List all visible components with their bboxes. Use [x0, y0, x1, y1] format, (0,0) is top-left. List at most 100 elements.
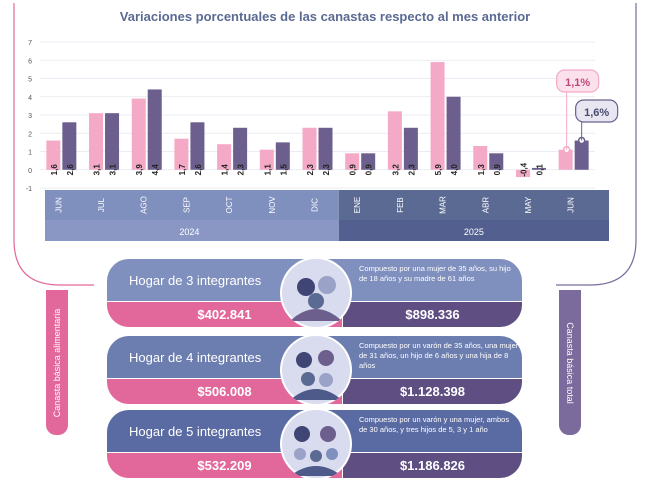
bar-cba	[259, 149, 274, 170]
y-tick-label: 6	[28, 58, 32, 65]
bar-value-label: 0,9	[349, 164, 358, 176]
bar-value-label: 0,9	[493, 164, 502, 176]
bar-cba	[430, 62, 445, 170]
year-band-2025	[338, 220, 609, 241]
bar-cbt	[318, 127, 333, 170]
bar-cba	[558, 149, 573, 170]
household-card-5: Hogar de 5 integrantes Compuesto por un …	[107, 408, 522, 480]
bar-value-label: 3,2	[391, 164, 400, 176]
household-label: Hogar de 4 integrantes	[129, 350, 262, 365]
bar-value-label: 1,3	[477, 164, 486, 176]
x-tick-label: SEP	[182, 197, 191, 213]
bar-cba	[46, 140, 61, 170]
cbt-side-label: Canasta básica total	[559, 290, 581, 435]
chart-frame	[13, 3, 94, 286]
bar-value-label: 1,6	[50, 164, 59, 176]
y-tick-label: 7	[28, 40, 32, 47]
household-card-4: Hogar de 4 integrantes Compuesto por un …	[107, 334, 522, 406]
bar-cba	[217, 144, 232, 170]
bar-cba	[387, 111, 402, 170]
bar-cbt	[147, 89, 162, 170]
callout-box-cba	[556, 69, 600, 93]
cbt-value: $898.336	[343, 302, 522, 327]
bar-value-label: 5,9	[434, 164, 443, 176]
x-tick-label: OCT	[225, 196, 234, 213]
bar-cbt	[446, 96, 461, 170]
bar-cba	[89, 113, 104, 170]
bar-value-label: 2,6	[194, 164, 203, 176]
bar-cbt	[275, 142, 290, 170]
bar-value-label: 1,7	[178, 164, 187, 176]
cba-side-text: Canasta básica alimentaria	[52, 308, 62, 417]
bar-cba	[302, 127, 317, 170]
bar-cbt	[190, 122, 205, 170]
bar-value-label: 3,1	[93, 164, 102, 176]
callout-value-cbt: 1,6%	[584, 107, 609, 119]
cbt-value: $1.186.826	[343, 453, 522, 478]
bar-value-label: 2,3	[237, 164, 246, 176]
cbt-value: $1.128.398	[343, 379, 522, 404]
year-label-2025: 2025	[464, 227, 484, 237]
y-tick-label: 0	[28, 168, 32, 175]
chart-frame-right	[556, 3, 637, 286]
x-band-2025	[338, 190, 609, 220]
cba-side-label: Canasta básica alimentaria	[46, 290, 68, 435]
bar-cba	[515, 169, 530, 178]
x-tick-label: AGO	[140, 196, 149, 214]
bar-value-label: -0,4	[519, 162, 528, 176]
bar-cba	[131, 98, 146, 170]
bar-value-label: 2,3	[322, 164, 331, 176]
bar-cbt	[489, 153, 504, 170]
x-tick-label: JUN	[54, 197, 63, 213]
x-tick-label: FEB	[396, 197, 405, 213]
bar-cbt	[361, 153, 376, 170]
bar-value-label: 0,9	[365, 164, 374, 176]
bar-value-label: 1,1	[263, 164, 272, 176]
family-illustration-icon	[280, 334, 352, 406]
x-tick-label: JUL	[97, 197, 106, 212]
bar-cbt	[62, 122, 77, 170]
y-tick-label: 5	[28, 77, 32, 84]
y-tick-label: 4	[28, 95, 32, 102]
x-tick-label: JUN	[567, 197, 576, 213]
bar-cbt	[574, 140, 589, 170]
bar-cbt	[403, 127, 418, 170]
chart-title: Variaciones porcentuales de las canastas…	[119, 9, 531, 24]
x-tick-label: NOV	[268, 196, 277, 214]
household-desc: Compuesto por un varón de 35 años, una m…	[359, 341, 519, 370]
bar-value-label: 4,0	[450, 164, 459, 176]
x-tick-label: MAR	[439, 196, 448, 214]
bar-cbt	[105, 113, 120, 170]
bar-value-label: 3,1	[109, 164, 118, 176]
bar-value-label: 2,3	[306, 164, 315, 176]
household-desc: Compuesto por un varón y una mujer, ambo…	[359, 415, 510, 434]
household-label: Hogar de 3 integrantes	[129, 273, 262, 288]
household-label: Hogar de 5 integrantes	[129, 424, 262, 439]
y-tick-label: 2	[28, 131, 32, 138]
x-tick-label: ENE	[353, 197, 362, 213]
y-tick-label: 3	[28, 113, 32, 120]
cbt-side-text: Canasta básica total	[565, 321, 575, 404]
bar-value-label: 1,4	[221, 164, 230, 176]
y-tick-label: 1	[28, 150, 32, 157]
bar-cba	[473, 146, 488, 170]
x-tick-label: DIC	[311, 198, 320, 212]
family-illustration-icon	[280, 257, 352, 329]
bar-cbt	[531, 167, 546, 170]
bar-value-label: 4,4	[151, 164, 160, 176]
bar-value-label: 1,5	[279, 164, 288, 176]
x-tick-label: ABR	[481, 197, 490, 214]
year-label-2024: 2024	[179, 227, 199, 237]
household-desc: Compuesto por una mujer de 35 años, su h…	[359, 264, 511, 283]
bar-cba	[174, 138, 189, 170]
year-band-2024	[45, 220, 339, 241]
callout-value-cba: 1,1%	[565, 77, 590, 89]
x-tick-label: MAY	[524, 196, 533, 213]
x-band-2024	[45, 190, 339, 220]
bar-value-label: 2,6	[66, 164, 75, 176]
bar-value-label: 0,1	[535, 164, 544, 176]
bar-value-label: 2,3	[407, 164, 416, 176]
callout-box-cbt	[575, 99, 619, 123]
